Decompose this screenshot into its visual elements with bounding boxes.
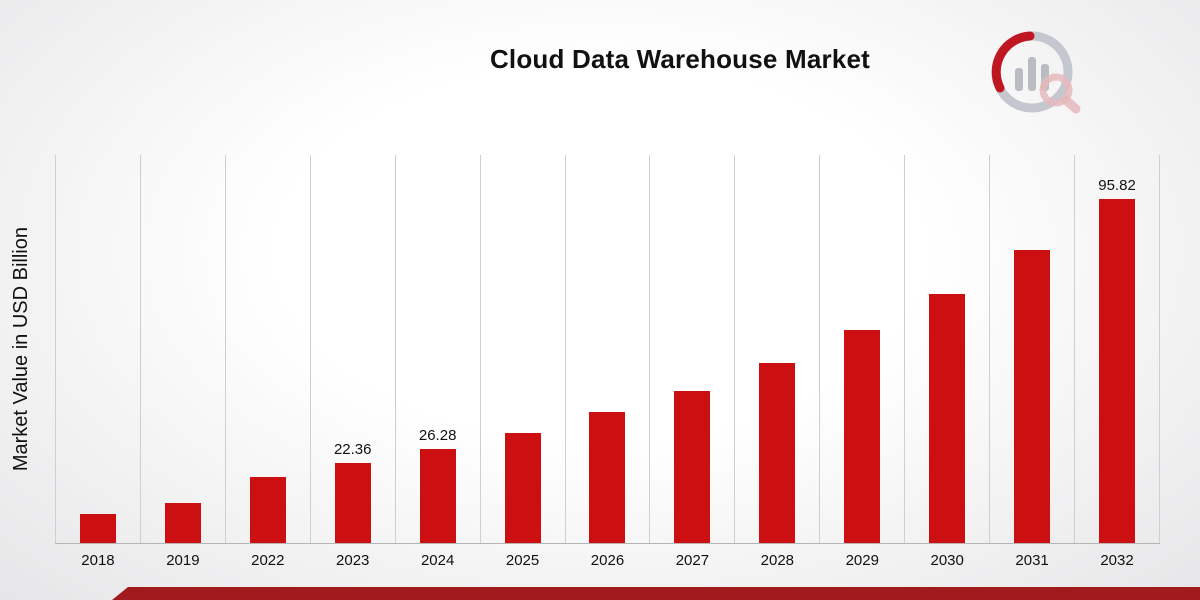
x-tick-label: 2022 — [251, 552, 285, 569]
x-tick-label: 2027 — [675, 552, 710, 569]
chart-column-2026: 2026 — [564, 155, 650, 569]
chart-column-2022: 2022 — [224, 155, 310, 569]
chart-column-2030: 2030 — [904, 155, 989, 569]
x-tick-label: 2019 — [166, 552, 200, 569]
x-tick-label: 2023 — [336, 552, 370, 569]
bar-2028 — [759, 363, 796, 543]
chart-column-2027: 2027 — [649, 155, 734, 569]
y-axis-label-wrap: Market Value in USD Billion — [2, 155, 40, 543]
x-tick-label: 2028 — [760, 552, 795, 569]
bar-2018 — [79, 514, 116, 543]
bar-2026 — [589, 412, 626, 543]
bar-value-label: 95.82 — [1098, 176, 1136, 194]
x-tick-label: 2030 — [930, 552, 964, 569]
chart-column-2019: 2019 — [139, 155, 225, 569]
chart-column-2024: 26.28 2024 — [394, 155, 480, 569]
bar-value-label: 22.36 — [333, 440, 372, 458]
bar-2025 — [504, 433, 541, 543]
footer-accent-strip — [112, 587, 1200, 600]
bar-2030 — [929, 294, 966, 543]
bar-2022 — [249, 476, 286, 543]
x-tick-label: 2018 — [81, 552, 115, 569]
x-tick-label: 2026 — [590, 552, 625, 569]
chart-title: Cloud Data Warehouse Market — [489, 44, 871, 74]
chart-column-2023: 22.36 2023 — [309, 155, 395, 569]
chart-magnifier-logo-icon — [991, 31, 1081, 114]
bar-2019 — [164, 503, 201, 543]
bar-2029 — [844, 329, 881, 543]
x-tick-label: 2032 — [1100, 552, 1134, 569]
chart-column-2028: 2028 — [734, 155, 819, 569]
chart-column-2029: 2029 — [819, 155, 904, 569]
plot-area: 2018 2019 2022 22.36 2023 26.28 2024 2025 2026 20… — [55, 155, 1160, 569]
chart-column-2018: 2018 — [55, 155, 140, 569]
bar-value-label: 26.28 — [418, 426, 457, 444]
chart-column-2031: 2031 — [989, 155, 1074, 569]
chart-column-2032: 95.82 2032 — [1074, 155, 1160, 569]
y-axis-label: Market Value in USD Billion — [9, 226, 32, 472]
bar-2027 — [674, 391, 711, 543]
x-tick-label: 2025 — [505, 552, 540, 569]
bar-2032 — [1099, 198, 1136, 543]
bar-2023 — [334, 462, 371, 543]
x-tick-label: 2029 — [845, 552, 879, 569]
bar-2031 — [1014, 249, 1051, 543]
brand-logo — [988, 28, 1084, 121]
x-tick-label: 2024 — [420, 552, 455, 569]
x-tick-label: 2031 — [1015, 552, 1049, 569]
bar-2024 — [419, 448, 456, 543]
chart-column-2025: 2025 — [479, 155, 565, 569]
